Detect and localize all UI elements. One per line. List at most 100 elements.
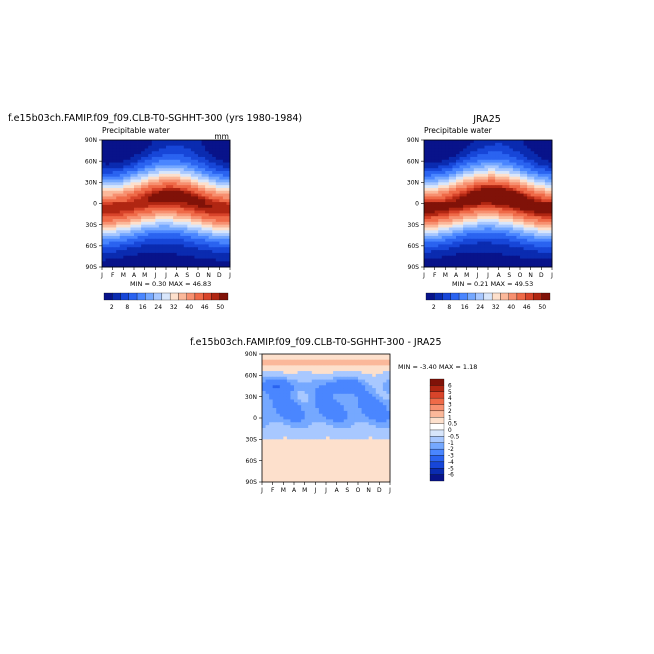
- panel-model-cell: [123, 238, 128, 242]
- panel-diff-cell: [368, 385, 373, 389]
- panel-diff-cell: [322, 445, 327, 449]
- panel-diff-cell: [286, 439, 291, 443]
- panel-model-cell: [187, 193, 192, 197]
- panel-model-cell: [180, 258, 185, 262]
- panel-diff-cell: [272, 373, 277, 378]
- panel-obs-cell: [534, 261, 539, 265]
- panel-diff-cell: [304, 416, 309, 420]
- panel-obs-cell: [438, 244, 443, 248]
- panel-model-cell: [123, 213, 128, 217]
- panel-obs-cell: [534, 148, 539, 152]
- panel-diff-cell: [343, 356, 348, 361]
- panel-diff-cell: [315, 371, 320, 375]
- panel-obs-cell: [509, 216, 514, 220]
- panel-model-cell: [158, 224, 163, 228]
- panel-diff-cell: [272, 473, 277, 477]
- panel-diff-cell: [308, 427, 313, 432]
- panel-diff-cell: [311, 393, 316, 398]
- panel-obs-cell: [488, 190, 492, 195]
- panel-diff-cell: [269, 416, 274, 420]
- panel-obs-cell: [456, 187, 460, 192]
- panel-model-cell: [112, 261, 117, 265]
- panel-obs-cell: [452, 255, 457, 259]
- panel-obs-cell: [548, 187, 553, 192]
- panel-obs-cell: [477, 244, 482, 248]
- panel-diff-cell: [343, 408, 348, 412]
- panel-model-cell: [219, 204, 224, 209]
- panel-diff-cell: [279, 393, 284, 398]
- panel-model-cell: [144, 196, 149, 200]
- panel-obs-cell: [505, 154, 510, 158]
- panel-diff-cell: [276, 354, 281, 358]
- panel-obs-cell: [424, 162, 428, 166]
- panel-obs-cell: [438, 148, 443, 152]
- panel-model-cell: [126, 258, 131, 262]
- panel-diff-cell: [294, 453, 298, 457]
- panel-obs-cell: [502, 227, 507, 231]
- panel-obs-cell: [477, 162, 482, 166]
- panel-diff-cell: [301, 419, 306, 423]
- panel-model-cell: [226, 168, 231, 172]
- panel-obs-cell: [441, 154, 446, 158]
- panel-obs-cell: [484, 252, 489, 257]
- panel-model-cell: [134, 156, 138, 161]
- panel-model-cell: [208, 247, 213, 251]
- panel-diff-cell: [358, 408, 362, 412]
- panel-diff-cell: [304, 419, 309, 423]
- panel-obs-cell: [541, 156, 546, 161]
- panel-model-cell: [158, 179, 163, 183]
- panel-diff-cell: [265, 433, 270, 437]
- panel-obs-ytick-label: 30N: [407, 180, 419, 187]
- panel-model-cell: [109, 142, 114, 147]
- panel-model-cell: [169, 156, 174, 161]
- panel-diff-cell: [286, 422, 291, 426]
- panel-diff-cell: [343, 447, 348, 452]
- panel-model-cell: [116, 148, 121, 152]
- panel-obs-cell: [452, 154, 457, 158]
- panel-obs-cell: [456, 179, 460, 183]
- panel-model-cell: [201, 210, 206, 214]
- panel-diff-cell: [350, 356, 355, 361]
- panel-obs-cell: [452, 207, 457, 211]
- panel-model-cell: [166, 210, 170, 214]
- panel-obs-cell: [505, 140, 510, 144]
- panel-diff-cell: [336, 396, 341, 400]
- panel-diff-cell: [347, 390, 352, 395]
- panel-obs-cell: [498, 154, 503, 158]
- panel-diff-cell: [368, 356, 373, 361]
- panel-diff-cell: [276, 445, 281, 449]
- panel-obs-cell: [491, 216, 496, 220]
- panel-model-cell: [212, 235, 217, 240]
- panel-obs-cell: [452, 264, 457, 268]
- panel-obs-cell: [534, 244, 539, 248]
- panel-model-cell: [105, 221, 110, 226]
- panel-model-cell: [105, 187, 110, 192]
- panel-obs-cell: [424, 151, 428, 155]
- panel-diff-cell: [379, 373, 384, 378]
- panel-diff-cell: [304, 479, 309, 483]
- panel-model-cell: [112, 156, 117, 161]
- panel-diff-cell: [336, 467, 341, 472]
- panel-diff-cell: [308, 433, 313, 437]
- panel-diff-cell: [283, 388, 288, 392]
- panel-obs-cell: [491, 252, 496, 257]
- panel-obs-cell: [484, 140, 489, 144]
- panel-obs-cell: [520, 199, 524, 203]
- panel-model-cell: [119, 148, 124, 152]
- panel-diff-cell: [361, 476, 366, 480]
- panel-model-cell: [187, 250, 192, 254]
- panel-obs-cell: [431, 213, 436, 217]
- panel-obs-cell: [473, 264, 478, 268]
- panel-obs-cell: [488, 250, 492, 254]
- panel-diff-cell: [294, 379, 298, 383]
- panel-model-cell: [137, 250, 142, 254]
- panel-model-cell: [109, 252, 114, 257]
- panel-diff-cell: [294, 408, 298, 412]
- panel-obs-cell: [452, 196, 457, 200]
- panel-obs-cell: [427, 176, 432, 180]
- panel-obs-cell: [502, 196, 507, 200]
- panel-obs-cell: [441, 179, 446, 183]
- panel-model-cell: [134, 168, 138, 172]
- panel-model-cell: [183, 216, 188, 220]
- panel-diff-cell: [304, 379, 309, 383]
